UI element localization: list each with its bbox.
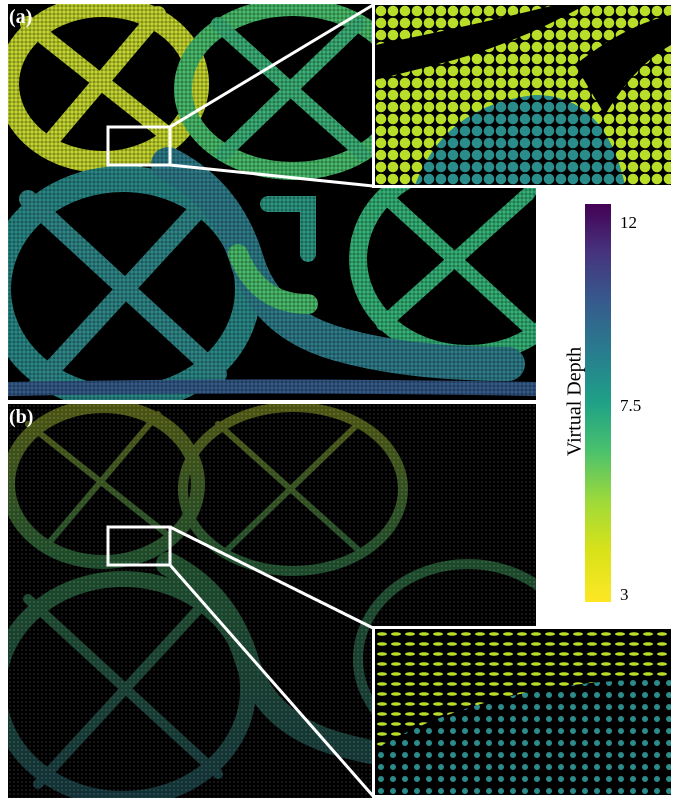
panel-b-label: (b) bbox=[9, 406, 34, 428]
colorbar-tick-max: 12 bbox=[620, 213, 637, 232]
inset-a-dots bbox=[375, 5, 671, 185]
colorbar bbox=[585, 204, 611, 602]
inset-b-zoom bbox=[372, 626, 674, 798]
colorbar-tick-min: 3 bbox=[620, 585, 629, 604]
inset-b-dots bbox=[375, 629, 671, 795]
inset-a-zoom bbox=[372, 2, 674, 188]
colorbar-tick-mid: 7.5 bbox=[620, 396, 642, 415]
colorbar-title: Virtual Depth bbox=[563, 346, 586, 457]
panel-a-label: (a) bbox=[9, 6, 33, 28]
